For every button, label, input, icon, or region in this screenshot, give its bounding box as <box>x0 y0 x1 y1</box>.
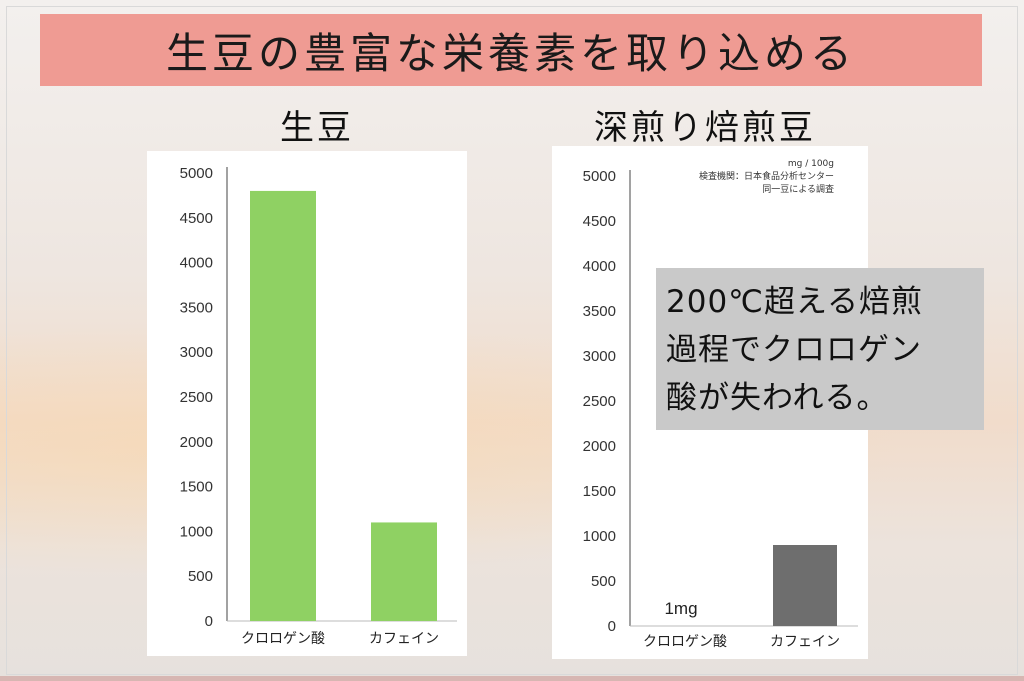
y-tick-label: 1500 <box>583 483 616 500</box>
y-tick-label: 1000 <box>583 528 616 545</box>
callout-line-3: 酸が失われる。 <box>666 380 889 416</box>
y-tick-label: 2500 <box>583 393 616 410</box>
chart-annotation: mg / 100g <box>788 159 834 169</box>
x-category-label: カフェイン <box>369 631 439 647</box>
y-tick-label: 4000 <box>180 255 213 272</box>
slide-frame <box>6 6 1018 675</box>
chart-title-dark-roast: 深煎り焙煎豆 <box>594 108 816 148</box>
bar-chlorogenic-acid <box>250 190 316 622</box>
y-tick-label: 3500 <box>583 303 616 320</box>
y-tick-label: 0 <box>608 618 616 635</box>
y-tick-label: 500 <box>591 573 616 590</box>
x-category-label: クロロゲン酸 <box>241 631 325 647</box>
y-tick-label: 3000 <box>583 348 616 365</box>
data-label: 1mg <box>664 599 697 618</box>
callout-box: 200℃超える焙煎 過程でクロロゲン 酸が失われる。 <box>656 268 984 430</box>
y-tick-label: 2500 <box>180 389 213 406</box>
y-tick-label: 4500 <box>583 213 616 230</box>
y-tick-label: 2000 <box>180 434 213 451</box>
y-tick-label: 0 <box>205 613 213 630</box>
chart-annotation: 同一豆による調査 <box>762 183 834 195</box>
chart-panel-raw-beans: 0 500 1000 1500 2000 2500 3000 3500 4000 4500 5000… <box>147 151 467 656</box>
y-tick-label: 1500 <box>180 479 213 496</box>
y-tick-label: 5000 <box>180 165 213 182</box>
bar-chart-raw-beans: 0 500 1000 1500 2000 2500 3000 3500 4000 4500 5000… <box>180 165 457 647</box>
title-banner: 生豆の豊富な栄養素を取り込める <box>40 14 982 86</box>
chart-annotation: 検査機関：日本食品分析センター <box>699 170 834 182</box>
bottom-divider <box>0 676 1024 681</box>
bar-caffeine <box>371 522 437 621</box>
y-tick-label: 5000 <box>583 168 616 185</box>
bar-chart-dark-roast: 0 500 1000 1500 2000 2500 3000 3500 4000 4500 5000… <box>583 159 858 650</box>
bar-caffeine <box>773 545 837 626</box>
y-tick-label: 2000 <box>583 438 616 455</box>
y-tick-label: 1000 <box>180 523 213 540</box>
x-category-label: クロロゲン酸 <box>643 634 727 650</box>
y-tick-label: 4500 <box>180 210 213 227</box>
y-tick-label: 3500 <box>180 299 213 316</box>
y-tick-label: 4000 <box>583 258 616 275</box>
x-category-label: カフェイン <box>770 634 840 650</box>
slide-title: 生豆の豊富な栄養素を取り込める <box>165 28 856 78</box>
y-tick-label: 3000 <box>180 344 213 361</box>
chart-title-raw-beans: 生豆 <box>280 108 354 148</box>
callout-line-2: 過程でクロロゲン <box>666 332 922 368</box>
y-tick-label: 500 <box>188 568 213 585</box>
callout-line-1: 200℃超える焙煎 <box>666 284 924 320</box>
